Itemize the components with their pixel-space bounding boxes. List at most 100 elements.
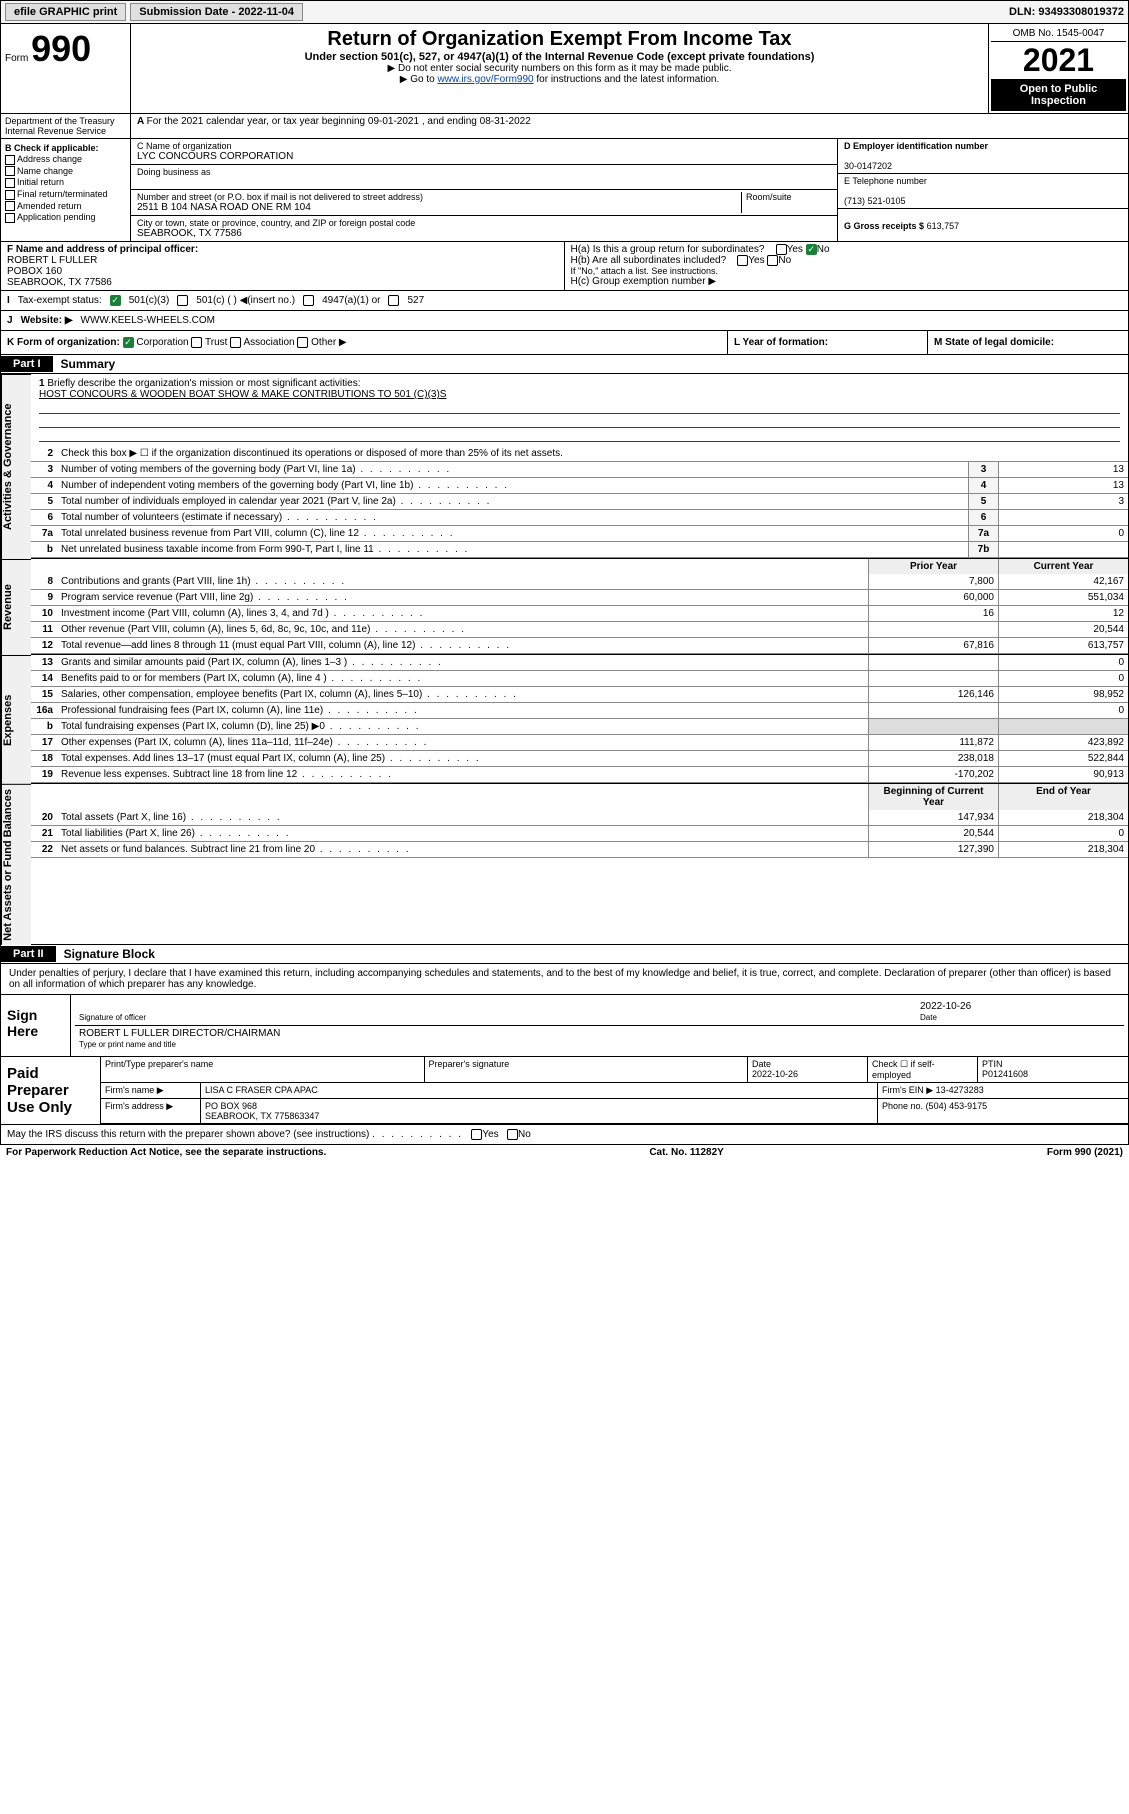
chk-501c3[interactable] xyxy=(110,295,121,306)
website-row: J Website: ▶ WWW.KEELS-WHEELS.COM xyxy=(0,311,1129,331)
sign-date: 2022-10-26 xyxy=(920,1001,971,1012)
gross-receipts: 613,757 xyxy=(927,221,960,231)
data-line: 15Salaries, other compensation, employee… xyxy=(31,687,1128,703)
footer-cat: Cat. No. 11282Y xyxy=(649,1147,723,1158)
firm-addr-row: Firm's address ▶ PO BOX 968SEABROOK, TX … xyxy=(101,1099,1128,1124)
header-center: Return of Organization Exempt From Incom… xyxy=(131,24,988,113)
gov-line: 3Number of voting members of the governi… xyxy=(31,462,1128,478)
chk-address-change[interactable]: Address change xyxy=(5,154,126,165)
status-label: Tax-exempt status: xyxy=(18,295,102,306)
data-line: 20Total assets (Part X, line 16)147,9342… xyxy=(31,810,1128,826)
may-irs-discuss: May the IRS discuss this return with the… xyxy=(1,1124,1128,1144)
chk-name-change[interactable]: Name change xyxy=(5,166,126,177)
gov-line: 7aTotal unrelated business revenue from … xyxy=(31,526,1128,542)
form-line1: ▶ Do not enter social security numbers o… xyxy=(139,63,980,74)
form-number: 990 xyxy=(31,28,91,69)
sign-here-label: Sign Here xyxy=(1,995,71,1056)
data-line: 14Benefits paid to or for members (Part … xyxy=(31,671,1128,687)
open-public-badge: Open to Public Inspection xyxy=(991,79,1126,111)
data-line: bTotal fundraising expenses (Part IX, co… xyxy=(31,719,1128,735)
dept-treasury: Department of the Treasury Internal Reve… xyxy=(1,114,131,138)
city-field: City or town, state or province, country… xyxy=(131,216,837,241)
revenue-headers: Prior Year Current Year xyxy=(31,559,1128,574)
expenses-section: 13Grants and similar amounts paid (Part … xyxy=(31,655,1128,784)
chk-final-return[interactable]: Final return/terminated xyxy=(5,189,126,200)
col-b-header: B Check if applicable: xyxy=(5,143,99,153)
footer-form: Form 990 (2021) xyxy=(1047,1147,1123,1158)
paid-preparer-right: Print/Type preparer's name Preparer's si… xyxy=(101,1057,1128,1124)
sig-of-officer-label: Signature of officer xyxy=(79,1013,146,1022)
data-line: 12Total revenue—add lines 8 through 11 (… xyxy=(31,638,1128,654)
tax-exempt-status-row: I Tax-exempt status: 501(c)(3) 501(c) ( … xyxy=(0,291,1129,311)
website-label: Website: ▶ xyxy=(21,315,73,326)
net-assets-section: Beginning of Current Year End of Year 20… xyxy=(31,784,1128,945)
data-line: 13Grants and similar amounts paid (Part … xyxy=(31,655,1128,671)
governance-section: 1 Briefly describe the organization's mi… xyxy=(31,374,1128,559)
gov-line: 4Number of independent voting members of… xyxy=(31,478,1128,494)
klm-row: K Form of organization: Corporation Trus… xyxy=(0,331,1129,355)
omb-number: OMB No. 1545-0047 xyxy=(991,26,1126,42)
gross-receipts-field: G Gross receipts $ 613,757 xyxy=(838,209,1128,233)
ein-value: 30-0147202 xyxy=(844,161,892,171)
line2-post: for instructions and the latest informat… xyxy=(534,74,720,85)
data-line: 9Program service revenue (Part VIII, lin… xyxy=(31,590,1128,606)
ha-label: H(a) Is this a group return for subordin… xyxy=(571,244,765,255)
balance-headers: Beginning of Current Year End of Year xyxy=(31,784,1128,810)
ptin: P01241608 xyxy=(982,1069,1028,1079)
summary-body: Activities & Governance 1 Briefly descri… xyxy=(0,374,1129,945)
topbar: efile GRAPHIC print Submission Date - 20… xyxy=(0,0,1129,24)
city-state-zip: SEABROOK, TX 77586 xyxy=(137,228,242,239)
part2-header: Part II Signature Block xyxy=(0,945,1129,964)
part2-tag: Part II xyxy=(1,946,56,962)
sign-here-grid: Sign Here Signature of officer 2022-10-2… xyxy=(1,994,1128,1056)
officer-name: ROBERT L FULLER DIRECTOR/CHAIRMAN xyxy=(79,1028,280,1039)
preparer-date: 2022-10-26 xyxy=(752,1069,798,1079)
address-field: Number and street (or P.O. box if mail i… xyxy=(131,190,837,216)
form-title: Return of Organization Exempt From Incom… xyxy=(139,28,980,51)
end-hdr: End of Year xyxy=(998,784,1128,810)
revenue-section: Prior Year Current Year 8Contributions a… xyxy=(31,559,1128,655)
vlabel-net-assets: Net Assets or Fund Balances xyxy=(1,784,31,945)
dba-field: Doing business as xyxy=(131,165,837,190)
hb-note: If "No," attach a list. See instructions… xyxy=(571,266,1123,276)
firm-name-row: Firm's name ▶ LISA C FRASER CPA APAC Fir… xyxy=(101,1083,1128,1099)
part1-tag: Part I xyxy=(1,356,53,372)
tax-year: 2021 xyxy=(991,42,1126,79)
current-year-hdr: Current Year xyxy=(998,559,1128,574)
paid-preparer-grid: Paid Preparer Use Only Print/Type prepar… xyxy=(1,1056,1128,1124)
vlabel-revenue: Revenue xyxy=(1,559,31,655)
chk-corporation[interactable] xyxy=(123,337,134,348)
sign-here-right: Signature of officer 2022-10-26Date ROBE… xyxy=(71,995,1128,1056)
street-address: 2511 B 104 NASA ROAD ONE RM 104 xyxy=(137,202,311,213)
form-number-box: Form 990 xyxy=(1,24,131,113)
state-domicile: M State of legal domicile: xyxy=(928,331,1128,354)
line2-pre: ▶ Go to xyxy=(400,74,438,85)
paid-preparer-label: Paid Preparer Use Only xyxy=(1,1057,101,1124)
prior-year-hdr: Prior Year xyxy=(868,559,998,574)
paid-row-header: Print/Type preparer's name Preparer's si… xyxy=(101,1057,1128,1083)
dept-row: Department of the Treasury Internal Reve… xyxy=(0,114,1129,139)
data-line: 11Other revenue (Part VIII, column (A), … xyxy=(31,622,1128,638)
phone-field: E Telephone number (713) 521-0105 xyxy=(838,174,1128,209)
chk-initial-return[interactable]: Initial return xyxy=(5,177,126,188)
chk-application-pending[interactable]: Application pending xyxy=(5,212,126,223)
gov-line: bNet unrelated business taxable income f… xyxy=(31,542,1128,558)
form-line2: ▶ Go to www.irs.gov/Form990 for instruct… xyxy=(139,74,980,85)
chk-amended[interactable]: Amended return xyxy=(5,201,126,212)
signature-block: Under penalties of perjury, I declare th… xyxy=(0,964,1129,1145)
form-header: Form 990 Return of Organization Exempt F… xyxy=(0,24,1129,114)
vlabel-expenses: Expenses xyxy=(1,655,31,784)
hc-label: H(c) Group exemption number ▶ xyxy=(571,276,1123,287)
principal-officer: F Name and address of principal officer:… xyxy=(1,242,565,290)
submission-date: Submission Date - 2022-11-04 xyxy=(130,3,303,21)
firm-address: PO BOX 968 xyxy=(205,1101,257,1111)
irs-link[interactable]: www.irs.gov/Form990 xyxy=(437,74,533,85)
ha-no-checked[interactable] xyxy=(806,244,817,255)
mission-q: Briefly describe the organization's miss… xyxy=(47,378,360,389)
header-right: OMB No. 1545-0047 2021 Open to Public In… xyxy=(988,24,1128,113)
part2-title: Signature Block xyxy=(56,945,163,963)
dln: DLN: 93493308019372 xyxy=(1009,6,1124,18)
mission-block: 1 Briefly describe the organization's mi… xyxy=(31,374,1128,446)
firm-ein: 13-4273283 xyxy=(936,1085,984,1095)
efile-button[interactable]: efile GRAPHIC print xyxy=(5,3,126,21)
